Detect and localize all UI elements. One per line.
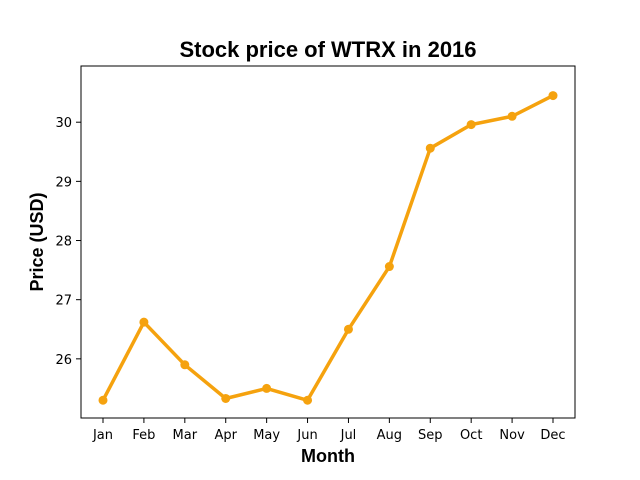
data-point — [384, 262, 394, 272]
x-tick-label: Jan — [92, 428, 113, 443]
y-axis-label: Price (USD) — [27, 192, 47, 291]
y-tick-label: 29 — [55, 175, 72, 190]
data-point — [180, 360, 190, 370]
data-point — [98, 395, 108, 405]
data-point — [221, 393, 231, 403]
data-point — [507, 111, 517, 121]
series-line — [101, 93, 555, 403]
x-tick-label: Dec — [540, 428, 565, 443]
x-tick-label: May — [253, 428, 280, 443]
y-tick-label: 28 — [55, 235, 72, 250]
x-tick-label: Nov — [499, 428, 525, 443]
x-tick-label: Oct — [460, 428, 482, 443]
chart-title: Stock price of WTRX in 2016 — [179, 37, 476, 62]
data-point — [262, 383, 272, 393]
y-tick-label: 27 — [55, 294, 72, 309]
x-tick-label: Apr — [214, 428, 237, 443]
y-tick-label: 26 — [55, 353, 72, 368]
y-axis: 26 27 28 29 30 — [55, 116, 81, 368]
x-tick-label: Aug — [377, 428, 402, 443]
data-point — [139, 317, 149, 327]
series-layer — [98, 91, 558, 405]
x-axis-label: Month — [301, 446, 355, 466]
data-point — [343, 324, 353, 334]
y-tick-label: 30 — [55, 116, 72, 131]
data-point — [466, 120, 476, 130]
data-point — [303, 395, 313, 405]
x-tick-label: Feb — [132, 428, 155, 443]
x-axis: Jan Feb Mar Apr May Jun Jul Aug Sep Oct Nov Dec — [92, 418, 566, 443]
plot-frame — [80, 65, 576, 419]
x-tick-label: Jul — [340, 428, 357, 443]
x-tick-label: Mar — [173, 428, 198, 443]
x-tick-label: Sep — [418, 428, 443, 443]
x-tick-label: Jun — [296, 428, 317, 443]
data-point — [548, 91, 558, 101]
data-point — [425, 143, 435, 153]
